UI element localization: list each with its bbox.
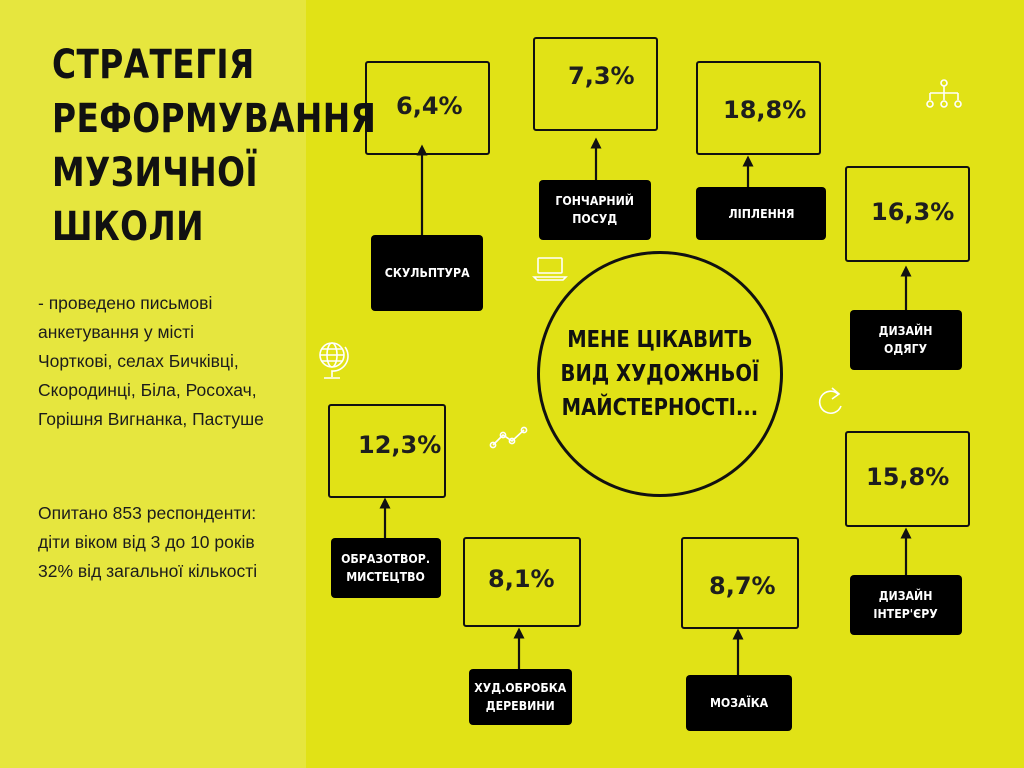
title-line: ШКОЛИ [52, 204, 204, 250]
percent-value: 8,7% [709, 572, 776, 600]
label-line: МОЗАЇКА [709, 695, 769, 710]
category-label-clothing-design: ДИЗАЙН ОДЯГУ [850, 310, 962, 370]
percent-box-modeling [696, 61, 821, 155]
percent-box-pottery [533, 37, 658, 131]
category-label-modeling: ЛІПЛЕННЯ [696, 187, 826, 240]
category-label-sculpture: СКУЛЬПТУРА [371, 235, 483, 311]
survey-line: анкетування у місті [38, 322, 195, 342]
center-text: МЕНЕ ЦІКАВИТЬ ВИД ХУДОЖНЬОЇ МАЙСТЕРНОСТІ… [561, 323, 760, 425]
survey-line: - проведено письмові [38, 293, 213, 313]
respondents-line: Опитано 853 респонденти: [38, 503, 257, 523]
title-line: СТРАТЕГІЯ [52, 42, 255, 88]
label-line: ЛІПЛЕННЯ [728, 205, 794, 221]
category-label-interior-design: ДИЗАЙН ІНТЕР'ЄРУ [850, 575, 962, 635]
label-line: СКУЛЬПТУРА [384, 265, 470, 280]
center-line: МЕНЕ ЦІКАВИТЬ [567, 327, 753, 353]
label-line: ДИЗАЙН [879, 588, 933, 603]
percent-value: 6,4% [396, 92, 463, 120]
org-chart-icon [926, 79, 962, 108]
center-line: МАЙСТЕРНОСТІ... [561, 395, 759, 421]
category-label-woodwork: ХУД.ОБРОБКА ДЕРЕВИНИ [469, 669, 572, 725]
percent-box-sculpture [365, 61, 490, 155]
survey-line: Чорткові, селах Бичківці, [38, 351, 239, 371]
percent-box-mosaic [681, 537, 799, 629]
label-line: ОБРАЗОТВОР. [341, 551, 431, 566]
page-title: СТРАТЕГІЯ РЕФОРМУВАННЯ МУЗИЧНОЇ ШКОЛИ [52, 38, 377, 254]
title-line: МУЗИЧНОЇ [52, 150, 259, 196]
label-line: ДЕРЕВИНИ [486, 698, 555, 713]
label-line: ПОСУД [572, 211, 618, 226]
percent-value: 18,8% [723, 96, 807, 124]
percent-value: 12,3% [358, 431, 442, 459]
laptop-icon [532, 257, 568, 281]
percent-box-fine-art [328, 404, 446, 498]
globe-icon [319, 342, 349, 379]
percent-value: 7,3% [568, 62, 635, 90]
survey-text: - проведено письмові анкетування у місті… [38, 289, 264, 434]
percent-value: 16,3% [871, 198, 955, 226]
category-label-mosaic: МОЗАЇКА [686, 675, 792, 731]
respondents-text: Опитано 853 респонденти: діти віком від … [38, 499, 257, 586]
label-line: ДИЗАЙН [879, 323, 933, 338]
percent-value: 15,8% [866, 463, 950, 491]
respondents-line: діти віком від 3 до 10 років [38, 532, 255, 552]
label-line: ХУД.ОБРОБКА [474, 680, 567, 695]
left-panel [0, 0, 306, 768]
survey-line: Горішня Вигнанка, Пастуше [38, 409, 264, 429]
label-line: ІНТЕР'ЄРУ [873, 606, 939, 621]
center-line: ВИД ХУДОЖНЬОЇ [560, 361, 760, 387]
refresh-icon [818, 387, 842, 415]
percent-box-clothing-design [845, 166, 970, 262]
label-line: ГОНЧАРНИЙ [555, 193, 635, 208]
percent-box-woodwork [463, 537, 581, 627]
label-line: ОДЯГУ [884, 341, 928, 356]
category-label-pottery: ГОНЧАРНИЙ ПОСУД [539, 180, 651, 240]
survey-line: Скородинці, Біла, Росохач, [38, 380, 257, 400]
center-circle: МЕНЕ ЦІКАВИТЬ ВИД ХУДОЖНЬОЇ МАЙСТЕРНОСТІ… [537, 251, 783, 497]
label-line: МИСТЕЦТВО [346, 569, 426, 584]
respondents-line: 32% від загальної кількості [38, 561, 258, 581]
percent-box-interior-design [845, 431, 970, 527]
category-label-fine-art: ОБРАЗОТВОР. МИСТЕЦТВО [331, 538, 441, 598]
line-graph-icon [489, 426, 528, 449]
title-line: РЕФОРМУВАННЯ [52, 96, 377, 142]
percent-value: 8,1% [488, 565, 555, 593]
